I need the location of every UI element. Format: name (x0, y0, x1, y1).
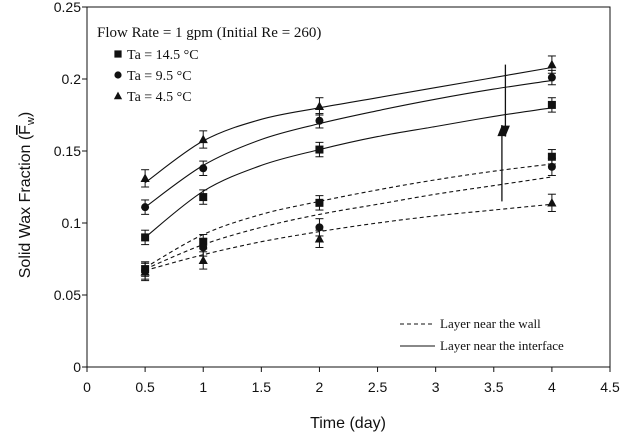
y-tick-label-0: 0 (73, 359, 81, 375)
point-triangle-interface-0 (140, 173, 150, 182)
x-tick-label-2: 1 (199, 379, 207, 395)
y-axis-title-sub: w (25, 117, 37, 126)
point-triangle-wall-2 (314, 234, 325, 243)
x-axis-ticks: 0 0.5 1 1.5 2 2.5 3 3.5 4 4.5 (83, 367, 620, 395)
trend-arrows (497, 64, 510, 202)
style-legend-label-solid: Layer near the interface (440, 338, 564, 353)
y-tick-label-2: 0.1 (62, 215, 82, 231)
plot-area-frame (86, 6, 611, 368)
data-points (140, 55, 557, 282)
point-triangle-interface-3 (547, 59, 557, 69)
point-square-interface-3 (547, 100, 556, 109)
point-triangle-wall-0 (140, 267, 150, 276)
y-axis-title-close: ) (17, 112, 34, 117)
line-style-legend: Layer near the wall Layer near the interf… (400, 316, 564, 353)
y-axis-title: Solid Wax Fraction (Fw) (17, 112, 37, 279)
point-square-interface-2 (315, 145, 324, 154)
legend-label-circle: Ta = 9.5 °C (127, 69, 192, 84)
x-tick-label-8: 4 (548, 379, 556, 395)
curve-solid-2 (144, 66, 552, 184)
y-tick-label-3: 0.15 (54, 143, 81, 159)
x-tick-label-6: 3 (432, 379, 440, 395)
x-tick-label-3: 1.5 (252, 379, 272, 395)
series-legend: Ta = 14.5 °C Ta = 9.5 °C Ta = 4.5 °C (113, 48, 199, 105)
curve-solid-1 (144, 79, 552, 208)
point-circle-interface-1 (199, 164, 208, 173)
point-triangle-wall-1 (198, 255, 208, 265)
x-tick-label-5: 2.5 (368, 379, 388, 395)
x-tick-label-0: 0 (83, 379, 91, 395)
point-circle-interface-0 (141, 203, 150, 212)
y-axis-title-symbol: F (17, 125, 34, 135)
x-tick-label-1: 0.5 (135, 379, 155, 395)
curve-dashed-5 (144, 203, 552, 272)
point-square-wall-2 (315, 198, 324, 207)
y-tick-label-5: 0.25 (54, 0, 81, 15)
y-tick-label-4: 0.2 (62, 71, 82, 87)
x-tick-label-4: 2 (316, 379, 324, 395)
arrow-head-down (500, 125, 510, 137)
legend-marker-circle (114, 71, 122, 79)
point-circle-interface-2 (315, 116, 324, 125)
point-circle-interface-3 (547, 73, 556, 82)
legend-label-square: Ta = 14.5 °C (127, 48, 199, 63)
point-triangle-wall-3 (547, 198, 557, 207)
curve-dashed-4 (144, 176, 552, 270)
point-triangle-interface-1 (198, 134, 208, 144)
x-tick-label-7: 3.5 (484, 379, 504, 395)
curve-solid-0 (144, 107, 552, 238)
point-square-wall-3 (547, 152, 556, 161)
y-axis-title-main: Solid Wax Fraction ( (17, 134, 34, 278)
y-tick-label-1: 0.05 (54, 287, 81, 303)
point-square-interface-0 (141, 233, 150, 242)
point-circle-wall-3 (547, 162, 556, 171)
y-axis-ticks: 0 0.05 0.1 0.15 0.2 0.25 (54, 0, 87, 375)
point-circle-wall-2 (315, 223, 324, 232)
point-square-interface-1 (199, 193, 208, 202)
legend-marker-triangle (113, 91, 123, 100)
legend-marker-square (114, 50, 122, 58)
legend-label-triangle: Ta = 4.5 °C (127, 90, 192, 105)
chart-title: Flow Rate = 1 gpm (Initial Re = 260) (97, 25, 321, 41)
x-tick-label-9: 4.5 (600, 379, 620, 395)
style-legend-label-dashed: Layer near the wall (440, 316, 541, 331)
point-circle-wall-1 (199, 243, 208, 252)
point-triangle-interface-2 (314, 101, 325, 110)
x-axis-title: Time (day) (310, 415, 386, 432)
